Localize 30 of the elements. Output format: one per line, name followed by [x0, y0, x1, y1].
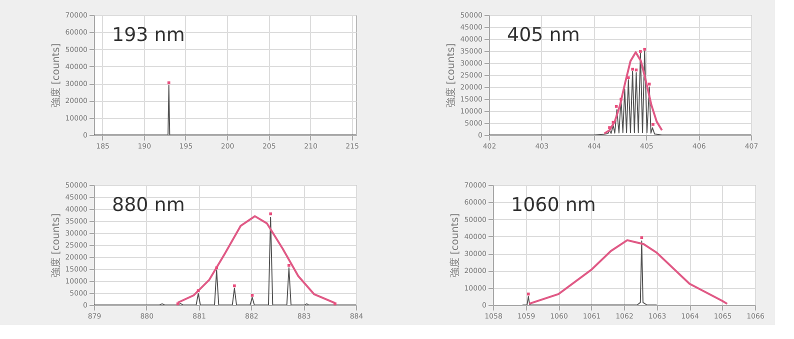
- point: [233, 284, 236, 288]
- point: [608, 126, 611, 129]
- y-axis-title: 強度 [counts]: [445, 43, 458, 108]
- point: [643, 48, 646, 51]
- point: [620, 98, 622, 101]
- text: 405 nm: [507, 24, 580, 46]
- point: [269, 212, 272, 216]
- line-series: [603, 51, 663, 135]
- text: 880 nm: [112, 194, 185, 216]
- y-axis-title: 強度 [counts]: [449, 213, 462, 278]
- point: [288, 264, 290, 267]
- point: [626, 76, 630, 80]
- point: [334, 302, 336, 306]
- line-series: [176, 215, 336, 304]
- point: [215, 266, 218, 270]
- point: [631, 68, 634, 71]
- point: [196, 289, 200, 292]
- point: [639, 50, 642, 53]
- line-series: [528, 239, 728, 305]
- y-axis-title: 強度 [counts]: [50, 43, 62, 108]
- y-axis-title: 強度 [counts]: [50, 213, 62, 278]
- point: [250, 294, 254, 297]
- point: [176, 302, 180, 306]
- point: [614, 105, 618, 108]
- point: [634, 68, 638, 72]
- point: [652, 123, 654, 126]
- line-series: [522, 240, 658, 305]
- text: 1060 nm: [511, 194, 596, 216]
- text: 193 nm: [112, 24, 185, 46]
- point: [648, 82, 651, 86]
